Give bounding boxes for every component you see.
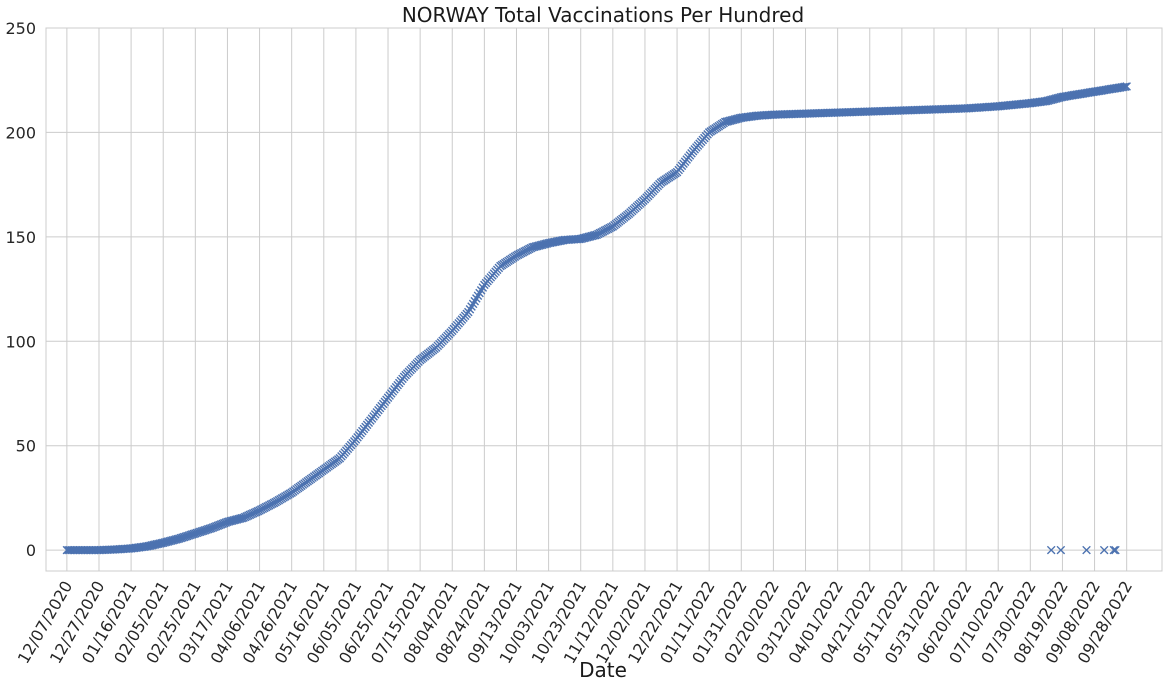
x-axis-label: Date	[579, 658, 627, 682]
data-point	[165, 536, 174, 546]
data-point	[229, 515, 239, 525]
x-axis: 12/07/202012/27/202001/16/202102/05/2021…	[14, 577, 1136, 666]
data-point	[171, 535, 181, 544]
data-point	[578, 234, 587, 243]
data-point	[1111, 545, 1120, 555]
data-point	[226, 516, 235, 526]
data-point	[1120, 82, 1130, 92]
data-point	[158, 538, 168, 548]
data-point	[528, 242, 537, 252]
data-point	[579, 233, 589, 243]
data-point	[1053, 93, 1062, 103]
data-point	[728, 115, 738, 125]
data-point	[533, 241, 542, 251]
data-point	[236, 514, 245, 523]
data-points	[62, 82, 1131, 555]
data-point	[224, 517, 234, 526]
data-point	[725, 116, 735, 126]
y-axis: 0 50 100 150 200 250	[5, 19, 36, 560]
y-tick-label: 150	[5, 228, 36, 247]
data-point	[234, 514, 243, 524]
data-point	[1046, 545, 1056, 555]
data-point	[584, 232, 594, 242]
data-point	[232, 515, 242, 524]
data-point	[536, 240, 545, 250]
data-point	[1045, 95, 1054, 105]
data-point	[539, 240, 549, 249]
y-tick-label: 100	[5, 332, 36, 351]
data-point	[581, 233, 590, 242]
data-point	[162, 537, 171, 547]
data-point	[724, 116, 733, 126]
data-point	[223, 517, 232, 527]
data-point	[1119, 82, 1128, 92]
data-point	[537, 240, 547, 250]
data-point	[1043, 96, 1053, 105]
data-point	[163, 537, 173, 546]
data-point	[170, 535, 179, 545]
data-point	[582, 232, 592, 242]
data-point	[732, 114, 741, 124]
data-point	[589, 231, 598, 240]
data-point	[1050, 94, 1059, 104]
data-point	[722, 117, 732, 126]
data-point	[531, 242, 541, 251]
data-point	[166, 536, 176, 546]
data-point	[1048, 95, 1058, 104]
data-point	[586, 232, 595, 241]
y-tick-label: 50	[16, 437, 36, 456]
data-point	[576, 234, 586, 244]
plot-frame	[45, 27, 1163, 572]
data-point	[1082, 545, 1091, 555]
data-point	[529, 242, 539, 252]
data-point	[231, 515, 240, 525]
chart-title: NORWAY Total Vaccinations Per Hundred	[402, 3, 804, 27]
y-tick-label: 0	[26, 541, 36, 560]
data-point	[168, 536, 178, 545]
data-point	[1099, 545, 1109, 555]
data-point	[1056, 545, 1066, 555]
y-tick-label: 250	[5, 19, 36, 38]
data-point	[1109, 545, 1119, 555]
data-point	[730, 115, 740, 124]
data-point	[534, 241, 544, 250]
data-point	[160, 538, 170, 547]
data-point	[227, 516, 237, 525]
data-point	[720, 117, 730, 127]
data-point	[1051, 94, 1061, 103]
data-point	[587, 231, 597, 241]
data-point	[727, 116, 736, 125]
data-point	[1046, 95, 1056, 105]
y-tick-label: 200	[5, 123, 36, 142]
data-point	[1122, 82, 1131, 91]
data-point	[1042, 96, 1051, 106]
